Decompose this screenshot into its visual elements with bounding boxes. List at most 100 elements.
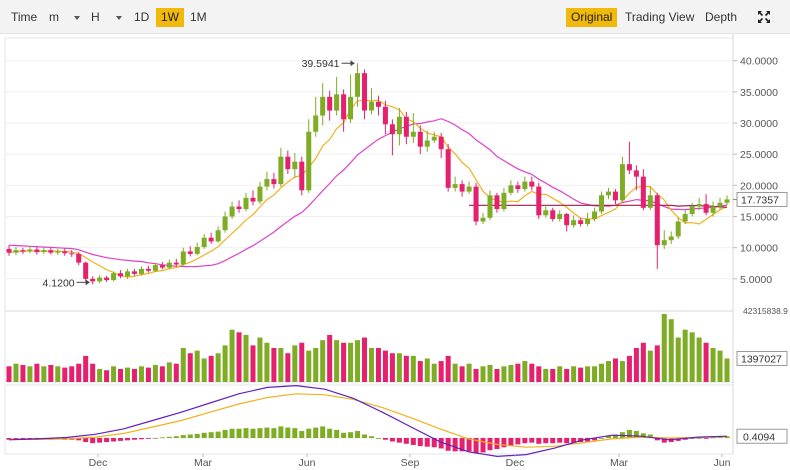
candle-body xyxy=(619,164,625,201)
macd-last-box xyxy=(736,428,788,444)
volume-bar xyxy=(20,365,26,382)
volume-bar xyxy=(668,319,674,382)
macd-histogram-bar xyxy=(515,438,521,445)
candle-body xyxy=(173,262,179,265)
candle-body xyxy=(682,214,688,222)
volume-bar xyxy=(605,361,612,382)
volume-bar xyxy=(403,355,409,382)
volume-bar xyxy=(557,366,563,382)
trading-view-button[interactable]: Trading View xyxy=(625,10,695,24)
candle-body xyxy=(222,216,228,231)
macd-histogram-bar xyxy=(104,438,110,443)
macd-histogram-bar xyxy=(703,438,709,439)
volume-bar xyxy=(431,363,437,382)
volume-bar xyxy=(585,366,591,382)
macd-histogram-bar xyxy=(187,434,193,438)
macd-histogram-bar xyxy=(661,438,667,443)
macd-histogram-bar xyxy=(348,432,354,438)
candle-body xyxy=(20,250,26,252)
macd-histogram-bar xyxy=(341,432,347,438)
volume-bar xyxy=(194,350,200,382)
candle-body xyxy=(585,219,591,224)
candle-body xyxy=(647,195,653,208)
candle-body xyxy=(355,73,361,97)
volume-bar xyxy=(313,348,319,382)
hour-select[interactable]: H xyxy=(86,8,126,27)
low-marker-arrow xyxy=(85,279,90,286)
candle-body xyxy=(529,181,535,187)
candle-body xyxy=(215,230,221,242)
candle-body xyxy=(327,96,333,111)
macd-histogram-bar xyxy=(355,431,361,438)
interval-1m-button[interactable]: 1M xyxy=(190,10,207,24)
volume-bar xyxy=(320,340,326,382)
candle-body xyxy=(640,176,646,208)
macd-histogram-bar xyxy=(480,438,486,453)
candle-body xyxy=(605,191,612,196)
interval-1w-button[interactable]: 1W xyxy=(156,8,184,27)
candle-body xyxy=(633,170,639,177)
macd-histogram-bar xyxy=(299,431,305,438)
minute-select[interactable]: m xyxy=(44,8,84,27)
candle-body xyxy=(166,262,172,268)
time-tick-label: Sep xyxy=(401,457,420,469)
candle-body xyxy=(501,192,507,210)
volume-bar xyxy=(250,345,256,382)
high-price-label: 39.5941 xyxy=(302,58,340,70)
macd-histogram-bar xyxy=(83,438,89,443)
macd-histogram-bar xyxy=(626,429,632,438)
volume-bar xyxy=(278,348,284,382)
candle-body xyxy=(285,156,291,170)
moving-average-lines xyxy=(8,99,728,278)
macd-histogram-bar xyxy=(180,435,186,438)
macd-histogram-bar xyxy=(243,428,249,438)
candle-body xyxy=(480,217,486,222)
candle-body xyxy=(710,206,716,213)
candle-body xyxy=(724,199,730,203)
macd-histogram-bar xyxy=(431,438,437,448)
volume-max-label: 42315838.9 xyxy=(743,306,788,316)
expand-icon[interactable] xyxy=(757,10,771,24)
price-panel-frame xyxy=(4,37,734,383)
volume-bar xyxy=(522,361,528,382)
low-price-label: 4.1200 xyxy=(43,277,75,289)
volume-bar xyxy=(578,367,584,382)
candle-body xyxy=(654,195,660,246)
chart-grid xyxy=(4,34,734,455)
candle-body xyxy=(145,268,151,271)
candle-body xyxy=(243,197,249,210)
volume-bar xyxy=(27,366,33,382)
ma-fast-line xyxy=(8,99,728,278)
candle-body xyxy=(264,179,270,187)
volume-bar xyxy=(689,332,695,382)
interval-1d-button[interactable]: 1D xyxy=(134,10,150,24)
volume-bar xyxy=(703,342,709,382)
candle-body xyxy=(292,161,298,170)
volume-bar xyxy=(501,366,507,382)
candle-body xyxy=(689,206,695,215)
volume-bar xyxy=(34,363,40,382)
time-tick-label: Mar xyxy=(194,457,213,469)
macd-histogram-bar xyxy=(264,427,270,438)
volume-bar xyxy=(396,353,402,382)
depth-view-button[interactable]: Depth xyxy=(705,10,738,24)
candle-body xyxy=(410,131,416,137)
candlestick-series xyxy=(6,63,730,285)
macd-histogram-bar xyxy=(410,438,416,445)
volume-bar xyxy=(717,350,723,382)
volume-bar xyxy=(382,350,388,382)
original-view-button[interactable]: Original xyxy=(566,8,618,27)
macd-histogram-bar xyxy=(605,435,612,438)
macd-histogram-bar xyxy=(131,438,137,440)
candle-body xyxy=(320,96,326,116)
volume-bar xyxy=(675,337,681,382)
volume-bar xyxy=(494,368,500,382)
high-marker-arrow xyxy=(350,60,355,67)
volume-bar xyxy=(592,366,598,382)
macd-histogram-bar xyxy=(382,438,388,440)
candle-body xyxy=(626,164,632,171)
macd-histogram-bar xyxy=(522,438,528,444)
macd-histogram-bar xyxy=(118,438,124,441)
price-chart[interactable]: 40.0000 35.0000 30.0000 25.0000 20.0000 15.00… xyxy=(0,34,790,470)
macd-histogram-bar xyxy=(362,434,368,438)
